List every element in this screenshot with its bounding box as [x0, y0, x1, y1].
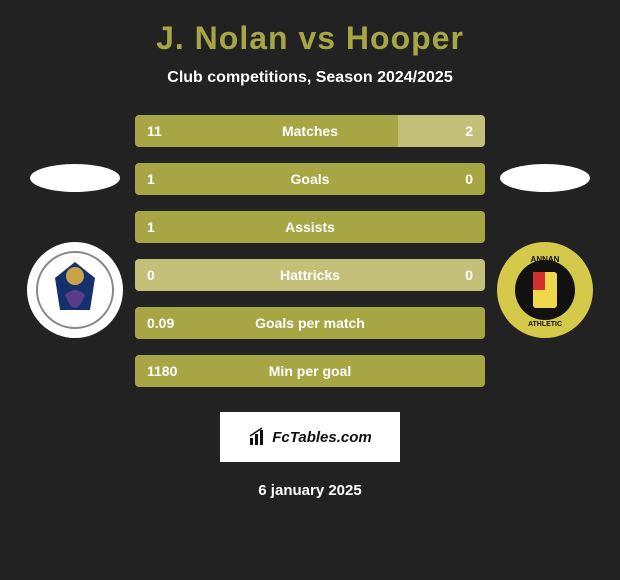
date-label: 6 january 2025	[0, 482, 620, 499]
right-team-badge: ANNAN ATHLETIC	[497, 242, 593, 338]
stat-row: 0 0 Hattricks	[135, 259, 485, 291]
stat-right-value: 0	[465, 171, 473, 187]
stats-area: 11 2 Matches 1 0 Goals 1 Assists 0 0 Hattricks 0.09…	[0, 115, 620, 387]
stat-right-value: 2	[465, 123, 473, 139]
stat-row: 0.09 Goals per match	[135, 307, 485, 339]
right-column: ANNAN ATHLETIC	[485, 164, 605, 338]
stat-left-value: 1180	[147, 363, 177, 379]
stats-bars: 11 2 Matches 1 0 Goals 1 Assists 0 0 Hattricks 0.09…	[135, 115, 485, 387]
svg-text:ANNAN: ANNAN	[531, 255, 560, 264]
stat-row: 11 2 Matches	[135, 115, 485, 147]
stat-left-value: 1	[147, 171, 155, 187]
stat-label: Assists	[285, 219, 335, 235]
logo-text: FcTables.com	[272, 429, 371, 446]
stat-label: Hattricks	[280, 267, 340, 283]
stat-row: 1 Assists	[135, 211, 485, 243]
right-player-placeholder	[500, 164, 590, 192]
left-column	[15, 164, 135, 338]
stat-left-value: 0.09	[147, 315, 174, 331]
stat-label: Min per goal	[269, 363, 351, 379]
stat-left-value: 0	[147, 267, 155, 283]
stat-label: Matches	[282, 123, 338, 139]
stat-left-value: 11	[147, 123, 162, 139]
fctables-logo: FcTables.com	[220, 412, 400, 462]
stat-left-value: 1	[147, 219, 155, 235]
subtitle: Club competitions, Season 2024/2025	[0, 69, 620, 87]
stat-right-value: 0	[465, 267, 473, 283]
left-team-badge	[27, 242, 123, 338]
page-title: J. Nolan vs Hooper	[0, 20, 620, 57]
chart-icon	[248, 427, 268, 447]
stat-row: 1180 Min per goal	[135, 355, 485, 387]
left-player-placeholder	[30, 164, 120, 192]
stat-row: 1 0 Goals	[135, 163, 485, 195]
svg-text:ATHLETIC: ATHLETIC	[528, 321, 562, 328]
stat-label: Goals	[291, 171, 330, 187]
stat-label: Goals per match	[255, 315, 365, 331]
